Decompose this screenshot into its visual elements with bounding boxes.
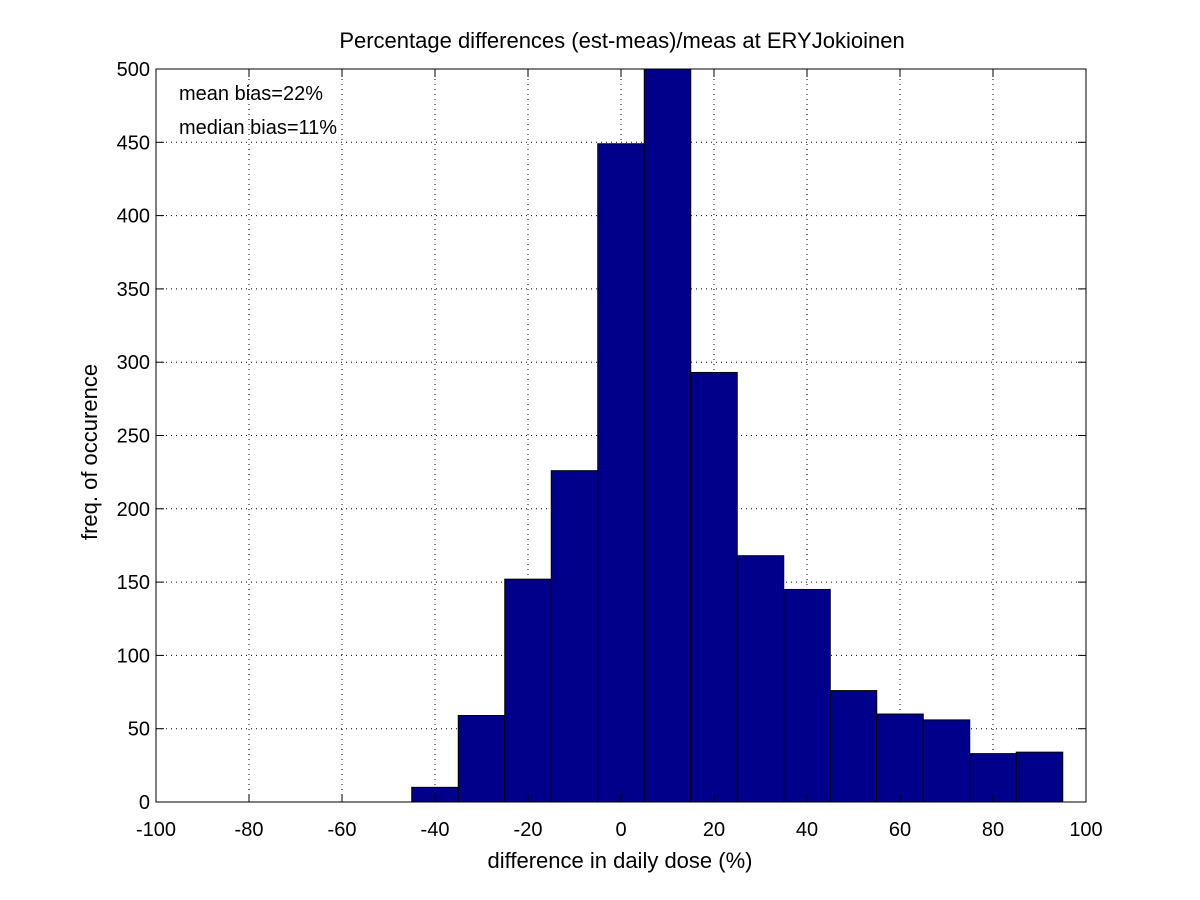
y-tick-label: 350 (117, 279, 150, 301)
x-tick-label: 40 (796, 819, 818, 841)
y-tick-label: 50 (128, 719, 150, 741)
axis-ticks (155, 68, 1087, 803)
mean-bias-annotation: mean bias=22% (179, 83, 323, 105)
x-tick-label: 100 (1069, 819, 1102, 841)
y-tick-label: 0 (139, 792, 150, 814)
x-tick-label: -100 (136, 819, 176, 841)
x-tick-label: -80 (235, 819, 264, 841)
x-tick-label: 0 (615, 819, 626, 841)
histogram-bar (643, 68, 692, 803)
histogram-bar (597, 143, 645, 803)
x-axis-label: difference in daily dose (%) (488, 848, 753, 873)
x-tick-labels: -100 -80 -60 -40 -20 0 20 40 60 80 100 (136, 819, 1103, 841)
histogram-bar (736, 555, 785, 803)
x-tick-label: -60 (328, 819, 357, 841)
y-tick-label: 300 (117, 352, 150, 374)
y-tick-label: 250 (117, 426, 150, 448)
y-tick-labels: 0 50 100 150 200 250 300 350 400 450 500 (117, 59, 150, 814)
histogram-bar (504, 578, 552, 803)
y-tick-label: 100 (117, 645, 150, 667)
median-bias-annotation: median bias=11% (179, 117, 337, 139)
y-tick-label: 450 (117, 132, 150, 154)
chart-title: Percentage differences (est-meas)/meas a… (339, 28, 904, 53)
y-tick-label: 200 (117, 499, 150, 521)
histogram-bar (829, 690, 878, 803)
histogram-bar (550, 470, 599, 803)
histogram-bar (690, 371, 738, 803)
y-tick-label: 150 (117, 572, 150, 594)
y-tick-label: 400 (117, 206, 150, 228)
y-tick-label: 500 (117, 59, 150, 81)
x-tick-label: 20 (703, 819, 725, 841)
histogram-bar (969, 753, 1017, 803)
histogram-bar (922, 719, 971, 803)
histogram-bar (783, 588, 831, 803)
x-tick-label: -20 (514, 819, 543, 841)
x-tick-label: -40 (421, 819, 450, 841)
histogram-bar (876, 713, 924, 803)
x-tick-label: 60 (889, 819, 911, 841)
histogram-bar (1015, 751, 1064, 803)
histogram-bars (411, 68, 1064, 803)
y-axis-label: freq. of occurence (77, 364, 102, 540)
histogram-bar (457, 715, 506, 803)
x-tick-label: 80 (982, 819, 1004, 841)
